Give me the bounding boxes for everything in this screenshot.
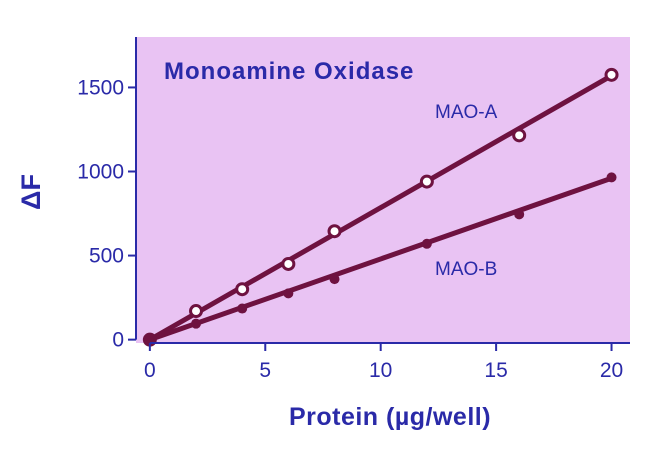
point-mao-a xyxy=(327,224,342,239)
x-tick-label: 20 xyxy=(600,359,623,382)
x-axis-label: Protein (µg/well) xyxy=(289,403,491,431)
point-mao-a xyxy=(604,67,619,82)
chart-title: Monoamine Oxidase xyxy=(164,58,414,85)
point-mao-a xyxy=(189,304,204,319)
fit-line-mao-b xyxy=(147,175,615,343)
fit-line-mao-a xyxy=(147,73,615,343)
series-label-mao-b: MAO-B xyxy=(435,259,497,280)
x-tick-label: 0 xyxy=(144,359,156,382)
point-mao-b xyxy=(329,274,340,285)
data-markers xyxy=(142,67,619,347)
y-axis-label: ΔF xyxy=(16,174,46,210)
series-label-mao-a: MAO-A xyxy=(435,102,498,123)
fit-lines xyxy=(147,73,615,343)
x-tick-label: 15 xyxy=(484,359,507,382)
point-mao-a xyxy=(281,256,296,271)
y-tick-label: 500 xyxy=(89,245,124,268)
point-mao-b xyxy=(283,288,294,299)
plot-area xyxy=(136,37,630,343)
ticks: 0 500 1000 1500 0 5 10 15 20 xyxy=(77,76,623,382)
y-tick-label: 0 xyxy=(112,329,124,352)
point-mao-b xyxy=(606,172,617,183)
x-tick-label: 5 xyxy=(259,359,271,382)
point-mao-b xyxy=(421,238,432,249)
y-tick-label: 1000 xyxy=(77,161,124,184)
x-tick-label: 10 xyxy=(369,359,392,382)
y-tick-label: 1500 xyxy=(77,76,124,99)
point-mao-b xyxy=(237,303,248,314)
point-mao-a xyxy=(512,128,527,143)
point-mao-b xyxy=(514,209,525,220)
point-mao-a xyxy=(419,174,434,189)
point-mao-a xyxy=(235,282,250,297)
point-mao-b xyxy=(191,318,202,329)
